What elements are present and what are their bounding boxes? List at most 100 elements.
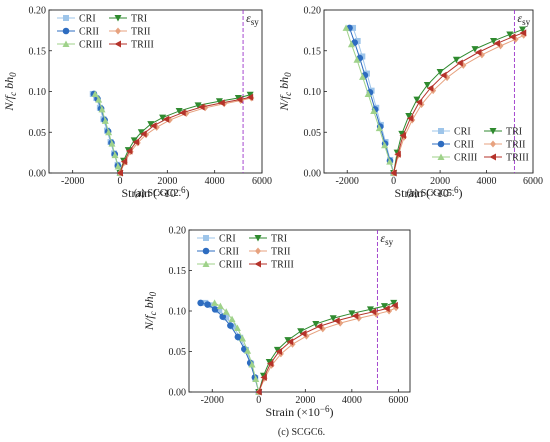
data-point	[244, 347, 252, 354]
data-point	[265, 359, 273, 366]
series-line	[200, 302, 260, 393]
y-axis-label-part: 0	[148, 291, 158, 296]
legend-label: TRII	[271, 247, 290, 258]
data-point	[248, 360, 256, 368]
data-point	[246, 93, 254, 101]
y-axis-label-part: N/f	[2, 94, 16, 111]
data-point	[275, 348, 283, 355]
series-line	[345, 27, 395, 174]
data-point	[347, 40, 355, 48]
data-point	[375, 124, 383, 132]
legend-label: TRIII	[506, 153, 529, 164]
data-point	[348, 310, 356, 317]
data-point	[369, 308, 377, 316]
legend-marker	[490, 140, 496, 148]
y-tick-label: 0.20	[29, 6, 47, 17]
legend-marker	[438, 128, 444, 134]
data-point	[312, 320, 320, 328]
data-point	[315, 322, 323, 330]
y-tick-label: 0.20	[304, 6, 322, 17]
data-point	[175, 108, 183, 115]
y-axis-label: N/fc bh0	[142, 291, 158, 331]
y-axis-label-part: bh	[277, 77, 291, 92]
eps-subscript: sy	[251, 17, 260, 27]
series-line	[349, 27, 395, 174]
data-point	[266, 360, 274, 368]
legend-label: CRII	[219, 247, 239, 258]
data-point	[381, 141, 389, 149]
x-tick-label: 0	[256, 395, 261, 406]
data-point	[150, 122, 157, 130]
y-tick-label: 0.00	[304, 169, 322, 180]
x-axis-label-part: Strain (×10	[121, 186, 175, 200]
series-TRI	[116, 91, 254, 177]
eps-symbol: ε	[246, 11, 251, 25]
legend-marker	[437, 140, 445, 148]
x-axis-label-part: −6	[176, 185, 186, 195]
yield-strain-label: εsy	[380, 231, 393, 247]
data-point	[273, 346, 281, 354]
data-point	[162, 115, 170, 123]
data-point	[390, 299, 398, 307]
legend: CRI CRII CRIII TRI TRII TRIII	[197, 234, 294, 271]
series-CRI	[202, 299, 262, 395]
data-point	[415, 98, 423, 106]
data-point	[211, 299, 219, 306]
data-point	[260, 373, 267, 381]
x-tick-label: -2000	[61, 176, 84, 187]
legend-marker	[62, 27, 70, 35]
y-tick-label: 0.05	[169, 347, 187, 358]
x-tick-label: 4000	[477, 176, 497, 187]
x-axis-label-part: )	[330, 405, 334, 419]
y-tick-label: 0.10	[29, 87, 47, 98]
eps-symbol: ε	[517, 11, 522, 25]
yield-strain-label: εsy	[246, 11, 259, 27]
data-point	[394, 150, 401, 158]
y-tick-label: 0.00	[29, 169, 47, 180]
x-tick-label: 6000	[252, 176, 272, 187]
data-point	[391, 301, 398, 309]
data-point	[140, 130, 147, 138]
x-axis-label-part: )	[186, 186, 190, 200]
y-axis-label: N/fc bh0	[2, 72, 18, 112]
data-point	[215, 98, 223, 105]
data-point	[108, 140, 116, 147]
data-point	[342, 24, 350, 31]
data-point	[239, 335, 247, 342]
data-point	[216, 307, 223, 314]
series-TRII	[117, 94, 255, 177]
series-TRIII	[116, 93, 254, 177]
data-point	[132, 138, 140, 146]
data-point	[120, 158, 128, 166]
series-line	[393, 29, 523, 174]
legend-label: CRI	[219, 234, 236, 245]
chart-panel-c: -2000 0 2000 4000 6000 0.00 0.05 0.10 0.15 0.20 N/…	[142, 226, 411, 438]
y-tick-label: 0.15	[29, 46, 47, 57]
data-point	[364, 90, 372, 97]
legend-label: TRI	[506, 127, 522, 138]
data-point	[159, 114, 167, 122]
y-axis-label-part: c	[148, 311, 158, 315]
legend: CRI CRII CRIII TRI TRII TRIII	[57, 14, 154, 51]
y-tick-label: 0.15	[169, 266, 187, 277]
y-tick-label: 0.05	[304, 128, 322, 139]
data-point	[105, 128, 113, 136]
data-point	[147, 121, 155, 128]
legend-label: CRIII	[454, 153, 477, 164]
data-point	[219, 313, 227, 320]
data-point	[366, 306, 374, 313]
eps-symbol: ε	[380, 231, 385, 245]
x-axis-label: Strain (×10−6)	[121, 185, 189, 200]
legend-marker	[63, 15, 69, 21]
data-point	[359, 73, 367, 80]
data-point	[125, 147, 133, 155]
y-axis-label-part: c	[8, 92, 18, 96]
legend-label: CRII	[454, 140, 474, 151]
data-point	[506, 31, 514, 38]
data-point	[218, 99, 225, 107]
data-point	[426, 84, 434, 92]
series-line	[352, 27, 395, 174]
legend-label: TRII	[506, 140, 525, 151]
y-axis-label-part: bh	[2, 77, 16, 92]
